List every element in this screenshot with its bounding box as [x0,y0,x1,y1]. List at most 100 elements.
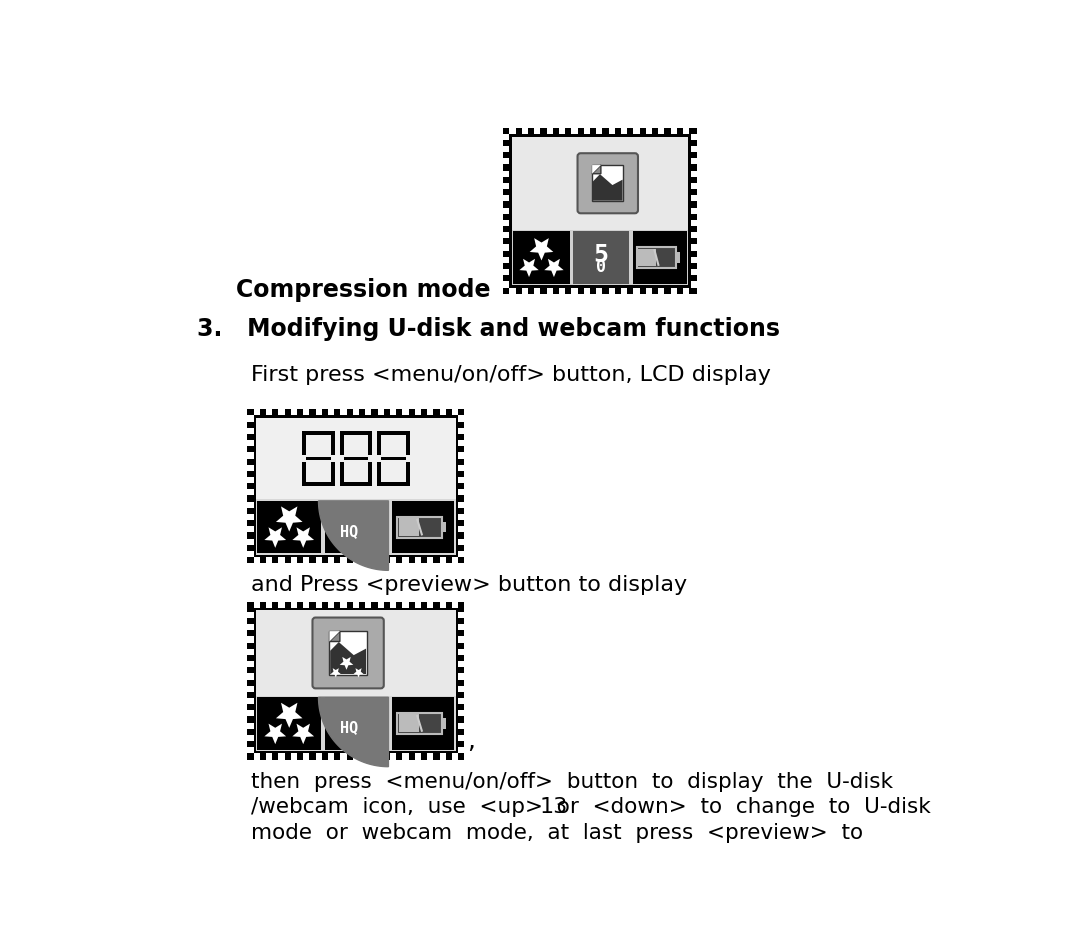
Bar [381,482,406,486]
Bar [291,602,297,608]
Bar [330,462,335,483]
Bar [510,288,515,293]
Bar [399,518,419,536]
Bar [353,409,359,415]
Bar [365,602,372,608]
Bar [691,170,697,177]
Text: HQ: HQ [340,524,359,539]
Bar [608,128,615,134]
Bar [303,557,309,563]
Bar [378,409,383,415]
Bar [377,482,381,486]
Bar [339,434,343,456]
Text: 0: 0 [596,258,606,275]
Bar [503,220,510,226]
Bar [247,661,254,667]
Bar [458,624,464,630]
Bar [428,557,433,563]
Bar [247,502,254,508]
Bar [637,247,676,268]
Bar [247,526,254,532]
Bar [458,711,464,716]
Polygon shape [340,657,353,670]
Bar [254,754,260,760]
Bar [266,754,272,760]
FancyBboxPatch shape [312,618,383,688]
Bar [329,631,367,675]
Polygon shape [592,165,600,174]
Bar [596,288,603,293]
Bar [256,610,456,751]
Bar [381,431,406,434]
Polygon shape [293,527,314,548]
Bar [646,288,652,293]
Bar [247,747,254,754]
Bar [691,183,697,189]
Bar [302,482,306,486]
Bar [315,409,322,415]
Bar [302,462,306,483]
Bar [368,482,373,486]
Bar [339,482,343,486]
Bar [440,754,446,760]
Bar [291,754,297,760]
Polygon shape [330,668,340,678]
Bar [339,431,343,434]
Bar [343,457,368,461]
Bar [458,428,464,434]
Bar [291,557,297,563]
Bar [266,409,272,415]
Bar [247,723,254,728]
Bar [247,698,254,704]
Bar [671,128,677,134]
Bar [458,612,464,618]
Bar [503,128,697,293]
Bar [399,714,419,732]
Bar [571,288,578,293]
Bar [428,409,433,415]
Bar [325,501,389,554]
Bar [583,128,590,134]
Bar [458,735,464,741]
Bar [458,723,464,728]
Polygon shape [519,258,539,277]
Bar [330,431,335,434]
Polygon shape [319,501,389,571]
Bar [691,133,697,140]
Bar [378,557,383,563]
Bar [691,196,697,201]
Bar [365,409,372,415]
Bar [397,713,442,734]
Bar [303,754,309,760]
Bar [247,452,254,459]
Bar [503,208,510,213]
Bar [279,409,284,415]
Bar [325,697,389,749]
Polygon shape [319,697,389,767]
Bar [266,602,272,608]
Polygon shape [592,165,600,174]
Bar [392,501,455,554]
Bar [451,754,458,760]
Text: 13: 13 [539,797,568,818]
Bar [343,431,368,434]
Bar [458,685,464,692]
Bar [353,602,359,608]
Bar [368,434,373,456]
Bar [572,231,630,284]
Bar [691,269,697,275]
Bar [328,557,334,563]
Bar [247,514,254,520]
Bar [451,602,458,608]
Bar [633,231,687,284]
Bar [503,281,510,288]
Bar [691,208,697,213]
Bar [503,257,510,263]
Bar [683,288,689,293]
Bar [458,661,464,667]
Text: 5: 5 [594,243,609,267]
Bar [592,165,623,201]
Bar [691,146,697,152]
Bar [638,248,656,267]
Bar [368,431,373,434]
